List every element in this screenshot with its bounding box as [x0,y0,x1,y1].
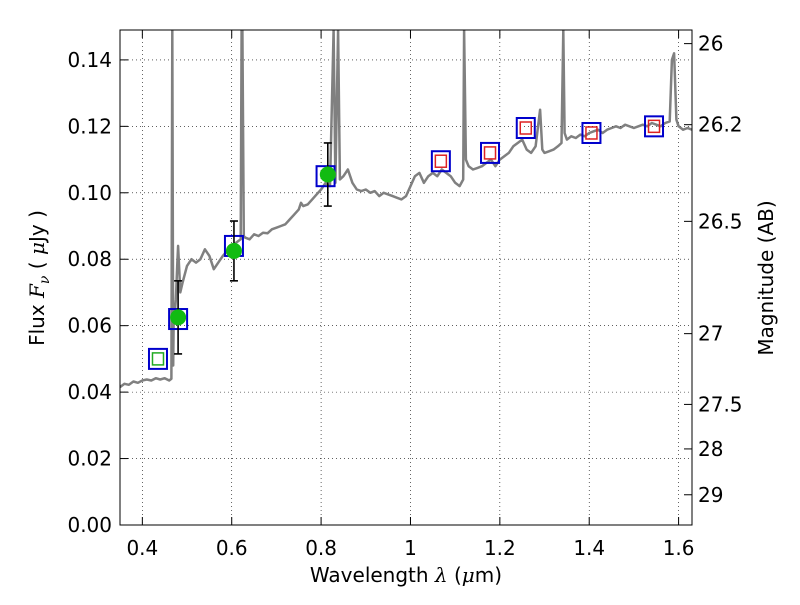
green-circle-marker [319,166,336,183]
y-axis-label-mu: μ [25,242,49,255]
blue-square-marker [581,121,602,144]
x-tick-label: 0.4 [126,536,158,560]
y-axis-label-sub: ν [37,275,53,284]
red-square-marker [519,121,533,135]
right-tick-label: 28 [698,437,723,461]
right-axis-label: Magnitude (AB) [754,200,778,355]
spectrum-line [120,30,692,389]
y-tick-label: 0.00 [67,513,112,537]
x-axis-label: Wavelength λ (μm) [310,563,502,587]
x-axis-label-pre: Wavelength [310,563,435,587]
x-tick-label: 1.4 [573,536,605,560]
red-square-marker [483,146,497,160]
x-tick-label: 1.2 [484,536,516,560]
marker-layer [147,115,665,370]
red-square-marker [434,154,448,168]
right-tick-label: 27 [698,322,723,346]
x-tick-label: 1.6 [663,536,695,560]
red-square-marker [647,119,661,134]
x-tick-label: 0.8 [305,536,337,560]
y-tick-label: 0.02 [67,447,112,471]
y-axis-label-mid: ( [25,255,49,276]
blue-square-marker [480,141,501,164]
y-tick-label: 0.06 [67,314,112,338]
blue-square-marker [515,117,536,140]
x-tick-label: 0.6 [216,536,248,560]
spectrum-layer [120,30,692,389]
blue-square-marker [147,347,168,370]
right-tick-label: 29 [698,483,723,507]
green-square-marker [151,352,165,366]
green-circle-marker [225,242,242,259]
x-axis-label-mid: ( [448,563,462,587]
ticks: 0.4 0.6 0.8 1 1.2 1.4 1.6 0.00 0.02 0.04 0.06 0.08 0… [67,30,743,560]
green-circle-marker [170,309,187,326]
red-square-marker [585,126,598,140]
y-tick-label: 0.12 [67,114,112,138]
x-axis-label-post: m) [475,563,502,587]
x-axis-label-var: λ [434,563,448,587]
right-tick-label: 27.5 [698,392,743,416]
y-tick-label: 0.14 [67,48,112,72]
right-tick-label: 26.2 [698,113,743,137]
blue-square-marker [644,115,665,138]
x-tick-label: 1 [404,536,417,560]
x-axis-label-mu: μ [462,563,475,587]
y-axis-label-post: Jy ) [25,210,49,244]
right-tick-label: 26.5 [698,209,743,233]
y-tick-label: 0.04 [67,380,112,404]
y-axis-label-var: F [25,283,49,299]
y-axis-label: Flux Fν ( μJy ) [25,210,53,346]
blue-square-marker [430,150,451,173]
y-tick-label: 0.10 [67,181,112,205]
y-tick-label: 0.08 [67,247,112,271]
y-axis-label-pre: Flux [25,298,49,346]
right-tick-label: 26 [698,32,723,56]
plot-frame [119,29,693,526]
